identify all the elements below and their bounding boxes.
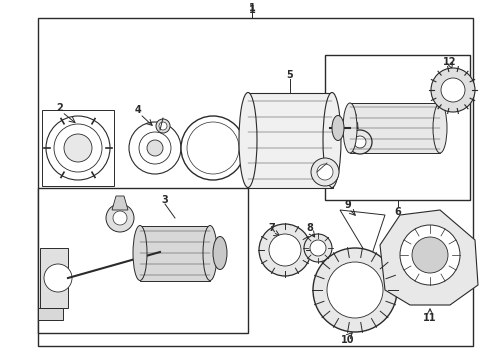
Text: 10: 10 [341, 335, 355, 345]
Ellipse shape [133, 225, 147, 280]
Circle shape [139, 132, 171, 164]
Polygon shape [40, 248, 68, 308]
Bar [140, 226, 210, 281]
Circle shape [304, 234, 332, 262]
Text: 12: 12 [345, 113, 359, 123]
Circle shape [64, 134, 92, 162]
Ellipse shape [343, 103, 357, 153]
Polygon shape [112, 196, 128, 210]
Bar [42, 110, 114, 186]
Circle shape [187, 122, 239, 174]
Text: 4: 4 [135, 105, 142, 115]
Ellipse shape [213, 237, 227, 270]
Circle shape [317, 164, 333, 180]
Circle shape [113, 211, 127, 225]
Text: 1: 1 [248, 3, 255, 13]
Polygon shape [340, 210, 385, 260]
Circle shape [400, 225, 460, 285]
Circle shape [129, 122, 181, 174]
Circle shape [313, 248, 397, 332]
Circle shape [106, 204, 134, 232]
Ellipse shape [433, 103, 447, 153]
Text: 7: 7 [269, 223, 275, 233]
Circle shape [46, 116, 110, 180]
Text: 3: 3 [162, 195, 169, 205]
Text: 6: 6 [394, 207, 401, 217]
Circle shape [159, 122, 167, 130]
Circle shape [54, 124, 102, 172]
Circle shape [431, 68, 475, 112]
Text: 12: 12 [443, 57, 457, 67]
Text: 9: 9 [344, 200, 351, 210]
Text: 2: 2 [57, 103, 63, 113]
Circle shape [269, 234, 301, 266]
Circle shape [44, 264, 72, 292]
Bar [248, 93, 333, 188]
Ellipse shape [239, 93, 257, 188]
Ellipse shape [332, 116, 344, 140]
Bar [38, 18, 473, 346]
Circle shape [348, 130, 372, 154]
Circle shape [310, 240, 326, 256]
Text: 8: 8 [307, 223, 314, 233]
Polygon shape [38, 308, 63, 320]
Circle shape [147, 140, 163, 156]
Circle shape [354, 136, 366, 148]
Circle shape [181, 116, 245, 180]
Polygon shape [380, 210, 478, 305]
Ellipse shape [203, 225, 217, 280]
Text: 5: 5 [287, 70, 294, 80]
Text: 11: 11 [423, 313, 437, 323]
Text: 1: 1 [248, 5, 255, 15]
Ellipse shape [323, 93, 341, 188]
Circle shape [156, 119, 170, 133]
Circle shape [259, 224, 311, 276]
Bar [325, 55, 470, 200]
Circle shape [311, 158, 339, 186]
Circle shape [327, 262, 383, 318]
Circle shape [441, 78, 465, 102]
Bar [350, 103, 440, 153]
Circle shape [412, 237, 448, 273]
Bar [38, 188, 248, 333]
